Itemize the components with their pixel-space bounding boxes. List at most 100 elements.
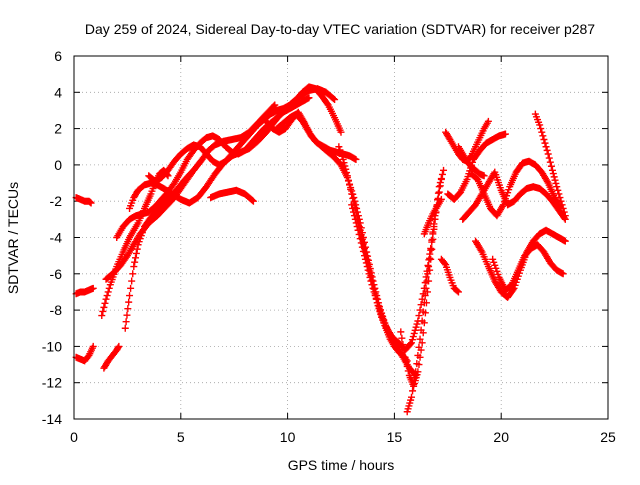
data-point-marker: [407, 340, 415, 348]
data-point-marker: [425, 263, 433, 271]
data-point-marker: [454, 288, 462, 296]
data-point-marker: [407, 393, 415, 401]
x-axis-label: GPS time / hours: [288, 457, 395, 473]
data-point-marker: [430, 223, 438, 231]
data-point-marker: [133, 245, 141, 253]
data-point-marker: [441, 259, 449, 267]
data-point-marker: [550, 173, 558, 181]
data-point-marker: [371, 292, 379, 300]
data-point-marker: [421, 292, 429, 300]
data-point-marker: [409, 387, 417, 395]
data-point-marker: [407, 339, 415, 347]
y-tick-label: -4: [50, 230, 63, 246]
data-point-marker: [540, 135, 548, 143]
data-point-marker: [427, 246, 435, 254]
series-track: [454, 143, 488, 180]
data-layer: [72, 83, 569, 416]
y-tick-label: -6: [50, 266, 63, 282]
data-point-marker: [124, 305, 132, 313]
data-point-marker: [366, 273, 374, 281]
y-tick-label: 0: [54, 157, 62, 173]
data-point-marker: [362, 259, 370, 267]
data-point-marker: [426, 266, 434, 274]
data-point-marker: [347, 185, 355, 193]
data-point-marker: [477, 246, 485, 254]
data-point-marker: [552, 179, 560, 187]
data-point-marker: [127, 284, 135, 292]
data-point-marker: [336, 146, 344, 154]
data-point-marker: [357, 239, 365, 247]
data-point-marker: [131, 258, 139, 266]
data-point-marker: [480, 172, 488, 180]
data-point-marker: [536, 121, 544, 129]
data-point-marker: [270, 102, 278, 110]
data-point-marker: [408, 336, 416, 344]
data-point-marker: [121, 324, 129, 332]
data-point-marker: [555, 190, 563, 198]
data-point-marker: [342, 165, 350, 173]
data-point-marker: [409, 333, 417, 341]
data-point-marker: [348, 190, 356, 198]
data-point-marker: [335, 143, 343, 151]
data-point-marker: [343, 172, 351, 180]
data-point-marker: [132, 249, 140, 257]
data-point-marker: [397, 328, 405, 336]
series-track: [72, 194, 95, 207]
data-point-marker: [498, 202, 506, 210]
data-point-marker: [429, 230, 437, 238]
data-point-marker: [359, 247, 367, 255]
data-point-marker: [560, 208, 568, 216]
data-point-marker: [543, 177, 551, 185]
data-point-marker: [356, 235, 364, 243]
data-point-marker: [368, 281, 376, 289]
data-point-marker: [352, 219, 360, 227]
data-point-marker: [410, 381, 418, 389]
data-point-marker: [249, 197, 257, 205]
data-point-marker: [549, 170, 557, 178]
data-point-marker: [437, 195, 445, 203]
chart-title: Day 259 of 2024, Sidereal Day-to-day VTE…: [85, 21, 595, 37]
data-point-marker: [559, 270, 567, 278]
data-point-marker: [355, 230, 363, 238]
data-point-marker: [412, 368, 420, 376]
series-track: [467, 157, 565, 220]
data-point-marker: [87, 199, 95, 207]
data-point-marker: [413, 320, 421, 328]
data-point-marker: [101, 299, 109, 307]
data-point-marker: [422, 273, 430, 281]
data-point-marker: [350, 208, 358, 216]
data-point-marker: [339, 155, 347, 163]
data-point-marker: [358, 243, 366, 251]
data-point-marker: [543, 146, 551, 154]
data-point-marker: [337, 149, 345, 157]
data-point-marker: [501, 130, 509, 138]
x-tick-label: 5: [177, 429, 185, 445]
data-point-marker: [305, 94, 313, 102]
data-point-marker: [428, 245, 436, 253]
series-track: [437, 255, 462, 296]
data-point-marker: [541, 139, 549, 147]
plot-frame: [73, 55, 609, 420]
data-point-marker: [426, 254, 434, 262]
data-point-marker: [369, 284, 377, 292]
data-point-marker: [416, 335, 424, 343]
data-point-marker: [123, 311, 131, 319]
series-track: [444, 130, 509, 203]
data-point-marker: [346, 181, 354, 189]
data-point-marker: [420, 299, 428, 307]
data-point-marker: [349, 194, 357, 202]
data-point-marker: [349, 204, 357, 212]
data-point-marker: [551, 176, 559, 184]
data-point-marker: [354, 226, 362, 234]
data-point-marker: [340, 159, 348, 167]
data-point-marker: [361, 255, 369, 263]
data-point-marker: [360, 252, 368, 260]
data-point-marker: [438, 170, 446, 178]
data-point-marker: [418, 339, 426, 347]
data-point-marker: [561, 212, 569, 220]
data-point-marker: [559, 204, 567, 212]
data-point-marker: [418, 295, 426, 303]
data-point-marker: [398, 334, 406, 342]
